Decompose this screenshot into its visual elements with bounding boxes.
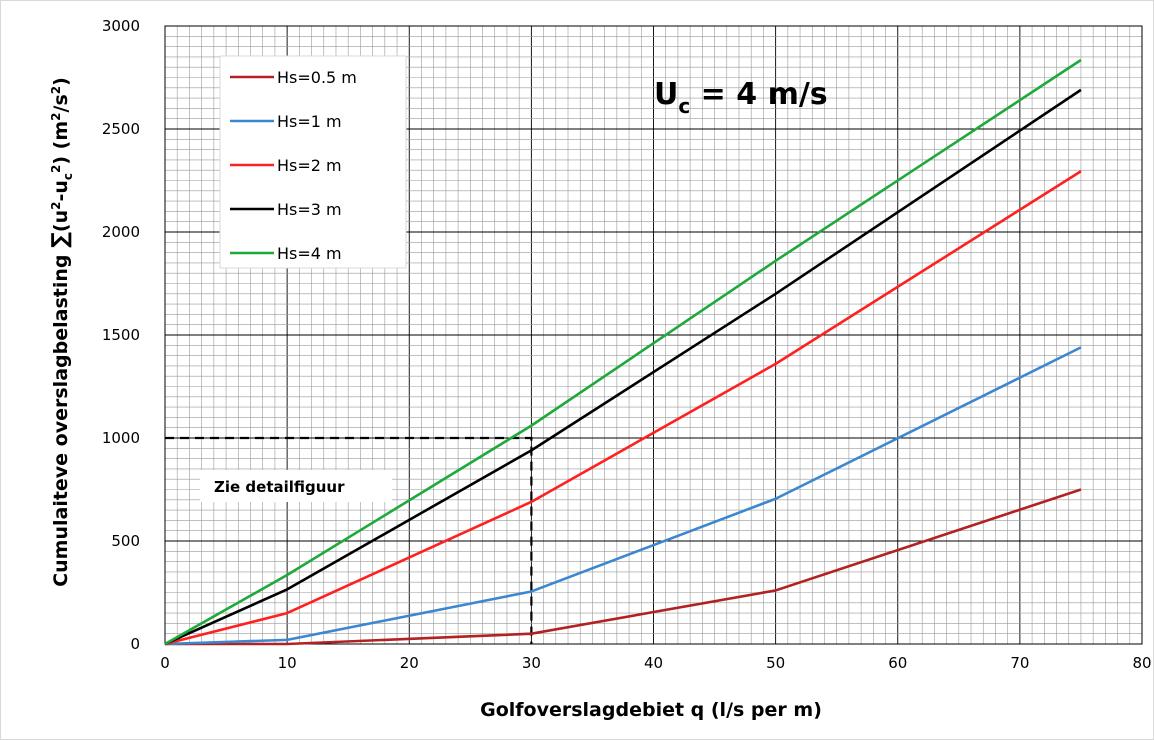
x-tick-label: 10: [278, 654, 297, 672]
legend-label: Hs=1 m: [277, 112, 342, 131]
series-line-3: [164, 170, 1082, 646]
series-lines: [164, 58, 1082, 646]
legend-label: Hs=4 m: [277, 244, 342, 263]
series-line-1: [165, 488, 1082, 646]
x-tick-label: 30: [522, 654, 541, 672]
x-tick-label: 50: [766, 654, 785, 672]
y-tick-labels: 0 500 1000 1500 2000 2500 3000: [102, 17, 140, 653]
x-tick-labels: 0 10 20 30 40 50 60 70 80: [160, 654, 1151, 672]
x-tick-label: 80: [1132, 654, 1151, 672]
x-tick-label: 70: [1010, 654, 1029, 672]
legend-box: [219, 55, 407, 269]
y-axis-title: Cumulaiteve overslagbelasting ∑(u2-uc2) …: [48, 77, 75, 587]
series-line-4: [164, 88, 1082, 646]
series-line-2: [164, 346, 1082, 646]
reference-lines: [165, 436, 533, 644]
y-tick-label: 2000: [102, 223, 140, 241]
legend-label: Hs=2 m: [277, 156, 342, 175]
legend-label: Hs=0.5 m: [277, 68, 357, 87]
y-tick-label: 3000: [102, 17, 140, 35]
y-tick-label: 0: [130, 635, 140, 653]
detail-note: Zie detailfiguur: [214, 478, 345, 496]
note-box: [200, 470, 392, 502]
series-line-5: [164, 58, 1082, 646]
x-tick-label: 40: [644, 654, 663, 672]
y-tick-label: 2500: [102, 120, 140, 138]
x-tick-label: 0: [160, 654, 170, 672]
legend: Hs=0.5 m Hs=1 m Hs=2 m Hs=3 m Hs=4 m: [230, 68, 357, 263]
plot-border: [164, 25, 1143, 645]
legend-label: Hs=3 m: [277, 200, 342, 219]
y-tick-label: 500: [111, 532, 140, 550]
y-tick-label: 1500: [102, 326, 140, 344]
y-tick-label: 1000: [102, 429, 140, 447]
x-tick-label: 60: [888, 654, 907, 672]
x-tick-label: 20: [400, 654, 419, 672]
velocity-annotation: Uc = 4 m/s: [654, 77, 828, 118]
x-axis-title: Golfoverslagdebiet q (l/s per m): [480, 699, 822, 721]
reference-line: [165, 436, 533, 644]
